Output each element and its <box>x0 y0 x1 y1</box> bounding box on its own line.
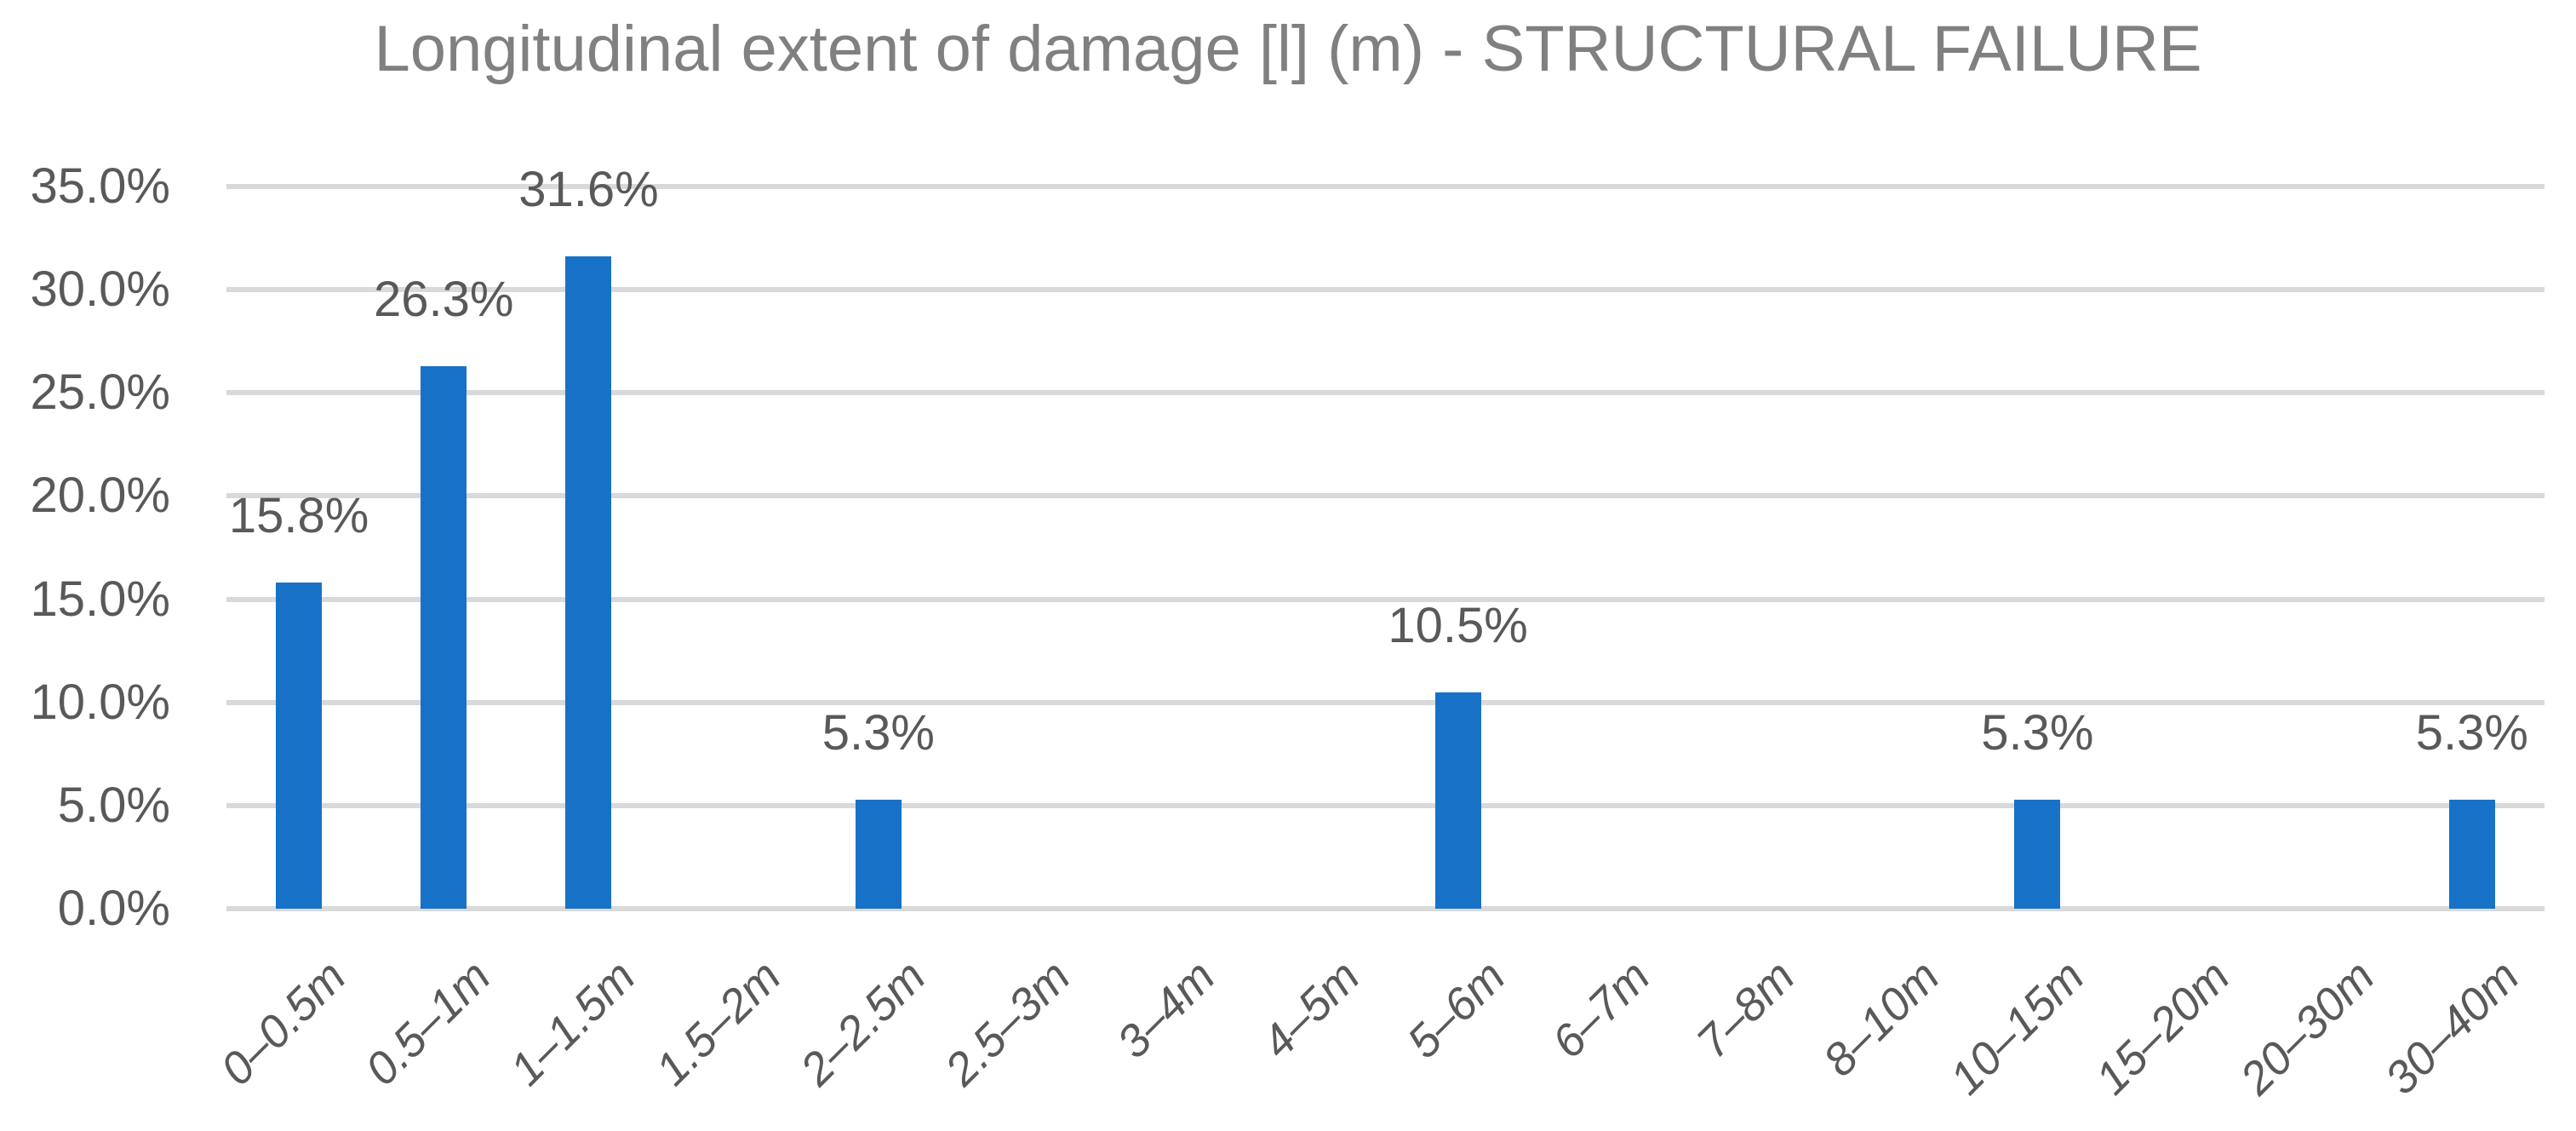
y-axis-tick-label: 30.0% <box>30 261 170 318</box>
bar-data-label: 10.5% <box>1388 597 1528 653</box>
bar <box>2014 799 2061 909</box>
gridline <box>226 802 2545 808</box>
gridline <box>226 287 2545 293</box>
gridline <box>226 184 2545 189</box>
gridline <box>226 906 2545 911</box>
chart-title: Longitudinal extent of damage [l] (m) - … <box>374 13 2202 85</box>
y-axis-tick-label: 25.0% <box>30 365 170 421</box>
bar-data-label: 5.3% <box>1981 704 2094 761</box>
gridline <box>226 596 2545 602</box>
bar <box>1434 692 1481 909</box>
gridline <box>226 699 2545 705</box>
gridline <box>226 390 2545 396</box>
x-axis-category-label: 0–0.5m <box>211 950 356 1096</box>
gridline <box>226 493 2545 499</box>
bar <box>421 365 467 909</box>
y-axis-tick-label: 20.0% <box>30 468 170 524</box>
bar <box>565 256 612 909</box>
bar-data-label: 5.3% <box>2415 704 2528 761</box>
bar <box>2448 799 2495 909</box>
bar <box>276 583 323 909</box>
y-axis-tick-label: 15.0% <box>30 571 170 627</box>
y-axis-tick-label: 10.0% <box>30 674 170 730</box>
bar-data-label: 31.6% <box>518 162 659 218</box>
y-axis-tick-label: 0.0% <box>57 881 170 936</box>
bar-data-label: 5.3% <box>821 704 935 761</box>
bar <box>855 799 902 909</box>
bar-data-label: 15.8% <box>228 488 369 544</box>
bar-data-label: 26.3% <box>374 271 514 327</box>
y-axis-tick-label: 35.0% <box>30 158 170 214</box>
y-axis-tick-label: 5.0% <box>57 777 170 833</box>
